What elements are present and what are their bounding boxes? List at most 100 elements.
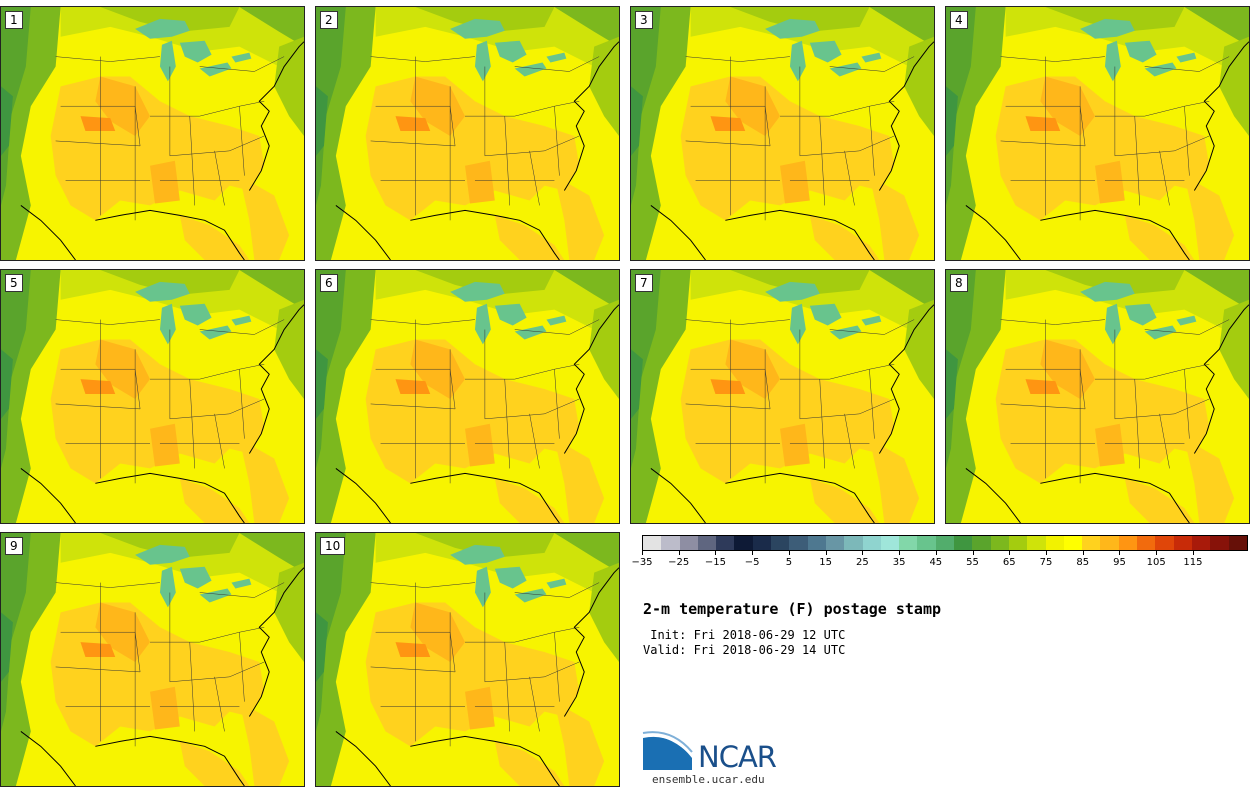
temperature-map bbox=[1, 533, 304, 786]
colorbar-segment bbox=[954, 536, 973, 550]
colorbar-segment bbox=[679, 536, 698, 550]
member-panel: 6 bbox=[315, 269, 620, 524]
member-number: 9 bbox=[5, 537, 23, 555]
colorbar-tick-label: 25 bbox=[855, 557, 869, 568]
member-panel: 3 bbox=[630, 6, 935, 261]
colorbar-tick bbox=[788, 551, 790, 555]
colorbar-tick-label: 105 bbox=[1146, 557, 1166, 568]
colorbar-tick bbox=[1082, 551, 1084, 555]
member-panel: 4 bbox=[945, 6, 1250, 261]
colorbar-segment bbox=[1210, 536, 1229, 550]
member-number: 2 bbox=[320, 11, 338, 29]
temperature-colorbar: −35 −25 −15 −5 5 15 25 35 45 55 65 75 85 95 105 115 bbox=[631, 535, 1248, 571]
colorbar-tick bbox=[752, 551, 754, 555]
colorbar-tick-label: −25 bbox=[668, 557, 690, 568]
colorbar-segment bbox=[990, 536, 1009, 550]
colorbar-tick bbox=[1009, 551, 1011, 555]
temperature-map bbox=[946, 7, 1249, 260]
colorbar-tick bbox=[1119, 551, 1121, 555]
member-number: 5 bbox=[5, 274, 23, 292]
colorbar-tick bbox=[825, 551, 827, 555]
temperature-map bbox=[316, 7, 619, 260]
member-number: 6 bbox=[320, 274, 338, 292]
colorbar-segment bbox=[844, 536, 863, 550]
colorbar-segment bbox=[1027, 536, 1046, 550]
colorbar-segment bbox=[1155, 536, 1174, 550]
member-panel: 7 bbox=[630, 269, 935, 524]
colorbar-segment bbox=[1118, 536, 1138, 550]
colorbar-tick-label: −5 bbox=[744, 557, 760, 568]
colorbar-segment bbox=[1137, 536, 1156, 550]
colorbar-segment bbox=[935, 536, 955, 550]
colorbar-tick-label: 5 bbox=[785, 557, 793, 568]
colorbar-segment bbox=[643, 536, 662, 550]
colorbar-tick bbox=[1192, 551, 1194, 555]
logo-url: ensemble.ucar.edu bbox=[652, 773, 765, 786]
member-panel: 1 bbox=[0, 6, 305, 261]
colorbar-tick-label: 75 bbox=[1039, 557, 1053, 568]
colorbar-segment bbox=[825, 536, 845, 550]
colorbar-segment bbox=[899, 536, 918, 550]
colorbar-tick-label: 45 bbox=[929, 557, 943, 568]
member-number: 8 bbox=[950, 274, 968, 292]
colorbar-tick bbox=[678, 551, 680, 555]
colorbar-segment bbox=[972, 536, 991, 550]
colorbar-segment bbox=[1063, 536, 1083, 550]
chart-title: 2-m temperature (F) postage stamp bbox=[643, 600, 942, 618]
member-panel: 9 bbox=[0, 532, 305, 787]
colorbar-tick-label: 95 bbox=[1113, 557, 1126, 568]
member-number: 4 bbox=[950, 11, 968, 29]
colorbar-tick bbox=[1156, 551, 1158, 555]
colorbar-segment bbox=[661, 536, 680, 550]
colorbar-tick bbox=[642, 551, 643, 555]
colorbar-tick-label: 115 bbox=[1183, 557, 1203, 568]
member-panel: 5 bbox=[0, 269, 305, 524]
colorbar-tick-label: 35 bbox=[892, 557, 906, 568]
colorbar-segment bbox=[734, 536, 753, 550]
member-number: 1 bbox=[5, 11, 23, 29]
colorbar-tick-label: 65 bbox=[1002, 557, 1016, 568]
temperature-map bbox=[631, 7, 934, 260]
colorbar-segment bbox=[697, 536, 717, 550]
member-panel: 2 bbox=[315, 6, 620, 261]
colorbar-tick-label: −35 bbox=[631, 557, 653, 568]
colorbar-tick bbox=[1046, 551, 1047, 555]
colorbar-tick bbox=[972, 551, 974, 555]
colorbar-segments bbox=[642, 535, 1248, 551]
colorbar-segment bbox=[771, 536, 790, 550]
init-time: Init: Fri 2018-06-29 12 UTC bbox=[643, 628, 846, 642]
temperature-map bbox=[316, 270, 619, 523]
colorbar-segment bbox=[752, 536, 772, 550]
temperature-map bbox=[631, 270, 934, 523]
member-panel: 8 bbox=[945, 269, 1250, 524]
member-panel: 10 bbox=[315, 532, 620, 787]
colorbar-tick-label: −15 bbox=[704, 557, 727, 568]
colorbar-segment bbox=[1100, 536, 1119, 550]
colorbar-tick-label: 85 bbox=[1076, 557, 1090, 568]
colorbar-segment bbox=[862, 536, 881, 550]
colorbar-segment bbox=[1045, 536, 1064, 550]
colorbar-segment bbox=[1173, 536, 1192, 550]
colorbar-tick bbox=[899, 551, 901, 555]
member-number: 7 bbox=[635, 274, 653, 292]
temperature-map bbox=[1, 7, 304, 260]
colorbar-tick-label: 15 bbox=[819, 557, 832, 568]
logo-wordmark: NCAR bbox=[698, 740, 777, 774]
member-number: 3 bbox=[635, 11, 653, 29]
colorbar-segment bbox=[1228, 536, 1247, 550]
colorbar-segment bbox=[807, 536, 826, 550]
member-number: 10 bbox=[320, 537, 346, 555]
colorbar-segment bbox=[880, 536, 900, 550]
valid-time: Valid: Fri 2018-06-29 14 UTC bbox=[643, 643, 846, 657]
colorbar-tick bbox=[862, 551, 864, 555]
temperature-map bbox=[316, 533, 619, 786]
colorbar-tick bbox=[935, 551, 937, 555]
colorbar-segment bbox=[1008, 536, 1028, 550]
colorbar-segment bbox=[789, 536, 808, 550]
colorbar-segment bbox=[1191, 536, 1211, 550]
colorbar-segment bbox=[1082, 536, 1101, 550]
colorbar-segment bbox=[917, 536, 936, 550]
colorbar-tick bbox=[715, 551, 717, 555]
colorbar-ticks: −35 −25 −15 −5 5 15 25 35 45 55 65 75 85 95 105 115 bbox=[631, 551, 1248, 571]
temperature-map bbox=[1, 270, 304, 523]
